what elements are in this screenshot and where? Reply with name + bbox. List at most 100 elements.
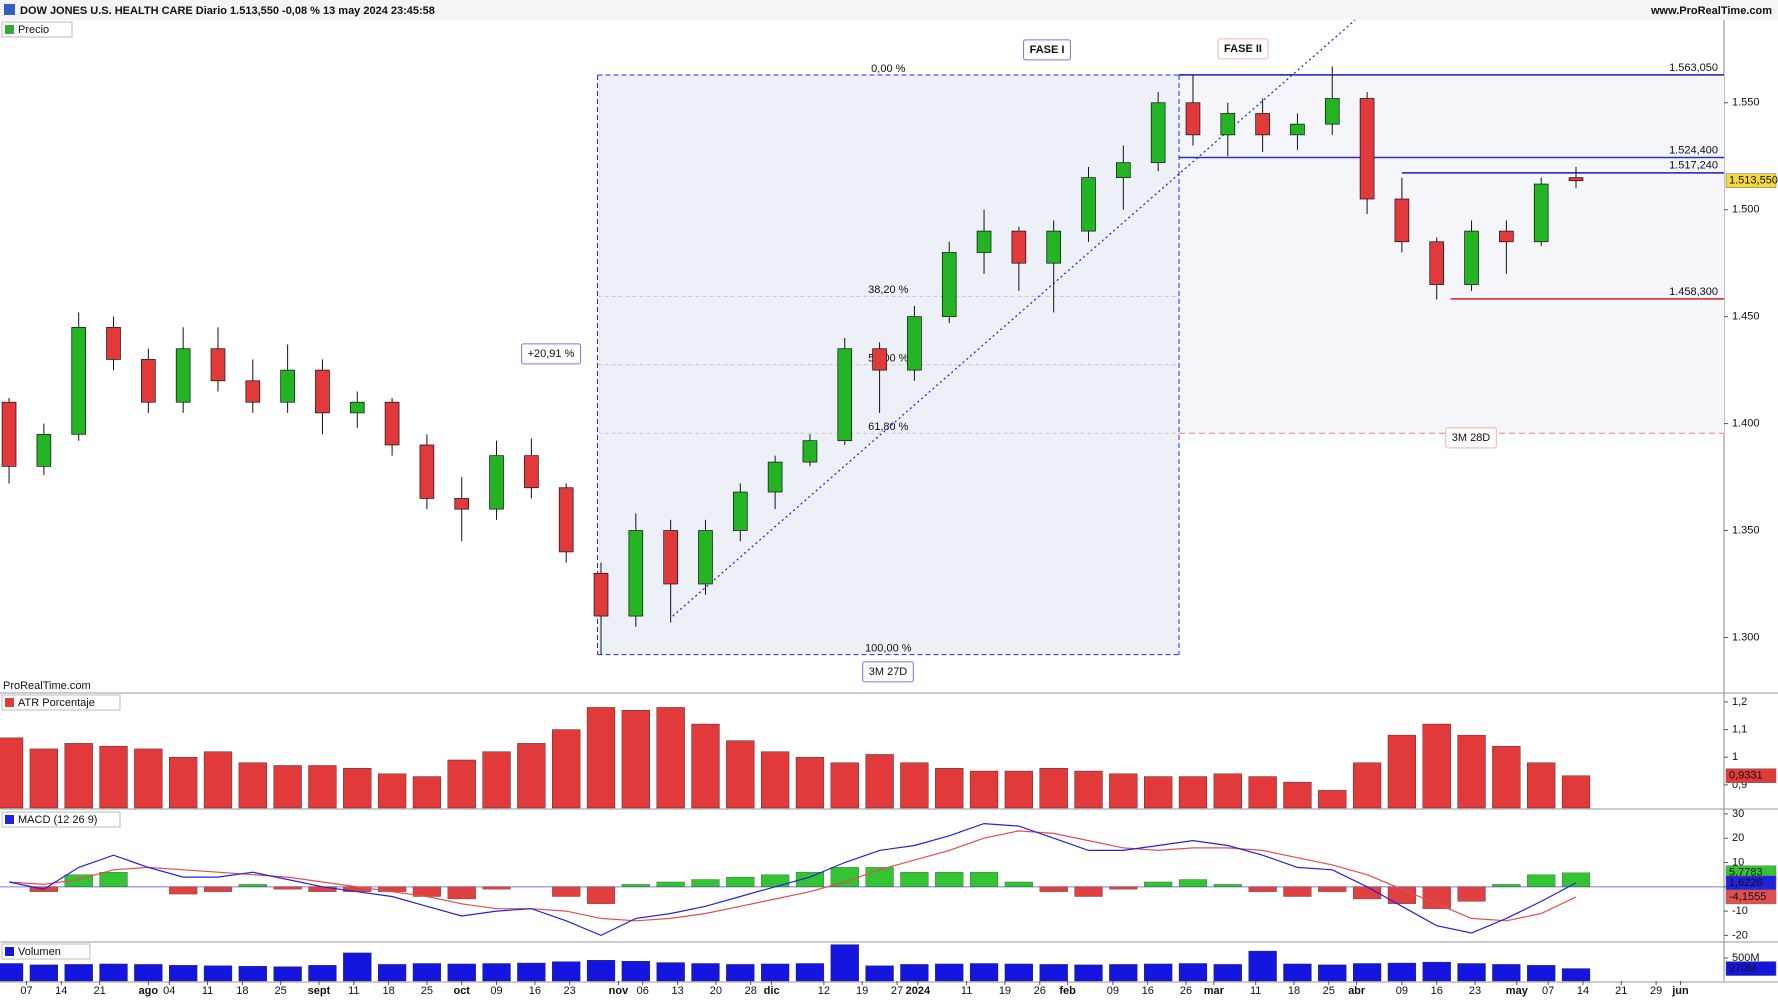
candle-body <box>802 440 818 463</box>
bar <box>865 754 894 809</box>
histogram-bar <box>900 872 929 887</box>
bar <box>99 963 128 982</box>
bar <box>726 740 755 809</box>
candle-body <box>384 401 400 446</box>
fib-label: 0,00 % <box>871 63 905 75</box>
candle-body <box>1255 113 1270 136</box>
bar <box>1457 734 1486 809</box>
x-tick-label: 11 <box>348 985 359 997</box>
x-tick-label: 25 <box>1323 985 1335 997</box>
candle-body <box>558 487 574 553</box>
bar <box>273 966 302 982</box>
histogram-bar <box>969 872 999 887</box>
bar <box>0 963 24 982</box>
bar <box>1109 773 1138 809</box>
x-tick-label: dic <box>764 985 780 997</box>
value-box-label: 0,9331 <box>1729 770 1763 782</box>
panel-title-text: MACD (12 26 9) <box>18 814 97 826</box>
panel-icon <box>5 698 14 707</box>
bar <box>0 737 24 809</box>
panel-title-box <box>1 811 121 828</box>
histogram-bar <box>308 886 337 892</box>
x-tick-label: ago <box>139 985 159 997</box>
panel-title-text: Precio <box>18 24 49 36</box>
candle-body <box>732 491 748 531</box>
bar <box>1074 770 1103 809</box>
candle-body <box>767 461 783 493</box>
bar <box>552 729 581 809</box>
histogram-bar <box>99 872 128 887</box>
histogram-bar <box>1492 884 1521 887</box>
bar <box>238 966 267 982</box>
bar <box>1213 964 1242 982</box>
x-tick-label: 09 <box>490 985 502 997</box>
candle-body <box>1046 230 1062 264</box>
x-tick-label: 18 <box>1288 985 1300 997</box>
candle-body <box>210 348 226 382</box>
fib-label: 100,00 % <box>865 642 912 654</box>
x-tick-label: 16 <box>1431 985 1443 997</box>
bar <box>586 960 616 982</box>
bar <box>377 773 407 809</box>
histogram-bar <box>1213 884 1242 887</box>
x-tick-label: 14 <box>55 985 67 997</box>
y-tick-label: 1,1 <box>1732 723 1747 735</box>
candle-body <box>1220 113 1236 136</box>
bar <box>273 765 302 809</box>
histogram-bar <box>1074 886 1103 897</box>
bar <box>969 963 999 982</box>
x-tick-label: 11 <box>961 985 972 997</box>
histogram-bar <box>378 886 407 892</box>
candle-body <box>349 401 365 414</box>
price-level-label: 1.458,300 <box>1669 286 1718 298</box>
candle-body <box>1324 98 1340 125</box>
bar <box>552 961 581 982</box>
bar <box>795 963 825 982</box>
candle-body <box>280 369 295 403</box>
bar <box>1352 963 1382 982</box>
histogram-bar <box>1004 881 1033 887</box>
x-tick-label: may <box>1506 985 1529 997</box>
histogram-bar <box>586 886 616 904</box>
trendline <box>672 19 1356 617</box>
x-tick-label: 13 <box>671 985 683 997</box>
candle-body <box>1429 241 1445 285</box>
bar <box>377 964 407 982</box>
bar <box>1352 762 1382 809</box>
bar <box>134 964 163 982</box>
bar <box>238 762 267 809</box>
x-tick-label: 11 <box>202 985 213 997</box>
bar <box>691 723 720 809</box>
bar <box>1039 964 1068 982</box>
x-tick-label: 19 <box>856 985 868 997</box>
x-tick-label: 14 <box>1577 985 1589 997</box>
x-tick-label: 23 <box>1469 985 1481 997</box>
annotation: 3M 28D <box>1452 432 1491 444</box>
value-box-label: 270M <box>1729 962 1757 974</box>
bar <box>1074 964 1103 982</box>
candle-body <box>1 401 17 467</box>
histogram-bar <box>203 886 233 892</box>
candle-body <box>245 380 261 403</box>
histogram-bar <box>656 881 685 887</box>
histogram-bar <box>726 876 755 887</box>
watermark: ProRealTime.com <box>3 680 91 692</box>
bar <box>935 963 964 982</box>
annotation-box <box>1023 39 1071 61</box>
annotation-box <box>862 661 914 683</box>
panel-title-box <box>1 21 73 38</box>
histogram-bar <box>761 874 790 887</box>
header-site: www.ProRealTime.com <box>1650 5 1772 17</box>
candle-body <box>872 348 887 371</box>
candle-body <box>141 359 156 403</box>
y-tick-label: 1 <box>1732 751 1738 763</box>
candle-body <box>106 326 121 360</box>
bar <box>482 963 511 982</box>
x-tick-label: 25 <box>421 985 433 997</box>
annotation-box <box>1445 427 1497 449</box>
bar <box>1178 963 1208 982</box>
bar <box>29 748 59 809</box>
x-tick-label: 16 <box>529 985 541 997</box>
candle-body <box>941 252 957 317</box>
candle-body <box>1011 230 1027 264</box>
